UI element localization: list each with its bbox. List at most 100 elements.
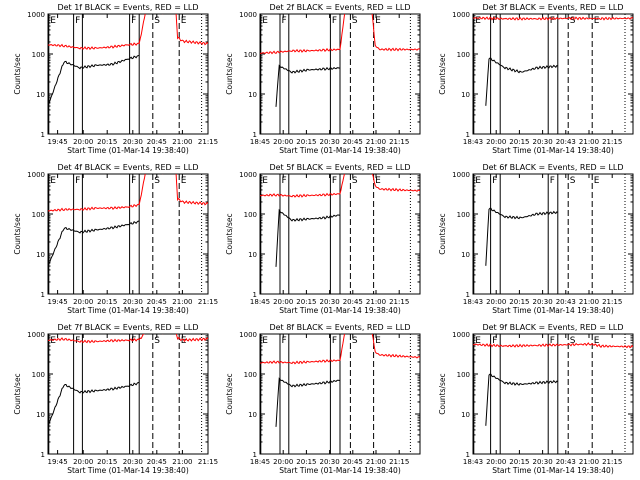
event-marker-label: F	[332, 176, 337, 186]
y-tick-label: 1000	[452, 11, 470, 19]
chart-panel-3: Det 3f BLACK = Events, RED = LLD 1 10 100 10…	[438, 3, 634, 155]
event-marker-label: E	[475, 176, 481, 186]
y-tick-label: 1	[253, 451, 257, 459]
x-tick-label: 20:30	[320, 458, 340, 466]
y-tick-label: 1	[253, 291, 257, 299]
chart-title: Det 7f BLACK = Events, RED = LLD	[57, 323, 198, 332]
event-marker-label: F	[332, 336, 337, 346]
event-marker-label: F	[550, 176, 555, 186]
series-line-events	[485, 373, 558, 426]
x-tick-label: 19:45	[48, 458, 68, 466]
event-marker-label: E	[375, 176, 381, 186]
chart-panel-8: Det 8f BLACK = Events, RED = LLD 1 10 100 10…	[225, 323, 421, 475]
y-axis-label: Counts/sec	[438, 373, 447, 414]
y-tick-label: 10	[461, 251, 470, 259]
series-line-events	[275, 377, 341, 427]
x-tick-label: 20:15	[97, 138, 117, 146]
y-tick-label: 1	[466, 291, 470, 299]
x-tick-label: 20:15	[509, 298, 529, 306]
x-tick-label: 21:00	[579, 298, 599, 306]
chart-title: Det 9f BLACK = Events, RED = LLD	[482, 323, 623, 332]
y-tick-label: 10	[461, 91, 470, 99]
series-group	[48, 174, 208, 267]
series-line-lld	[260, 14, 420, 55]
event-marker-label: E	[475, 16, 481, 26]
x-axis-label: Start Time (01-Mar-14 19:38:40)	[492, 306, 614, 315]
x-tick-label: 20:43	[556, 138, 576, 146]
x-tick-label: 19:45	[48, 298, 68, 306]
series-group	[260, 334, 420, 427]
event-marker-label: S	[154, 16, 160, 26]
event-marker-label: E	[181, 16, 187, 26]
y-tick-label: 1	[466, 451, 470, 459]
series-line-events	[485, 207, 558, 266]
series-line-events	[48, 54, 140, 107]
series-line-events	[48, 381, 140, 427]
series-line-events	[485, 57, 558, 106]
y-tick-label: 100	[32, 51, 45, 59]
event-marker-label: E	[50, 336, 56, 346]
x-tick-label: 20:45	[147, 298, 167, 306]
x-tick-label: 18:43	[463, 458, 483, 466]
event-marker-label: E	[375, 336, 381, 346]
y-tick-label: 1	[41, 451, 45, 459]
event-marker-label: E	[262, 176, 268, 186]
series-line-lld	[473, 16, 633, 21]
series-group	[48, 14, 208, 107]
series-line-events	[275, 64, 341, 107]
event-marker-label: E	[475, 336, 481, 346]
x-tick-label: 18:45	[250, 298, 270, 306]
chart-title: Det 2f BLACK = Events, RED = LLD	[269, 3, 410, 12]
x-tick-label: 21:15	[198, 458, 218, 466]
event-marker-label: F	[282, 176, 287, 186]
x-tick-label: 20:00	[486, 298, 506, 306]
y-tick-label: 1	[41, 131, 45, 139]
x-tick-label: 20:15	[97, 298, 117, 306]
series-group	[473, 16, 633, 106]
x-tick-label: 20:00	[73, 138, 93, 146]
event-marker-label: E	[181, 176, 187, 186]
y-axis-label: Counts/sec	[438, 213, 447, 254]
event-marker-label: F	[131, 16, 136, 26]
x-tick-label: 21:00	[366, 298, 386, 306]
x-tick-label: 20:00	[273, 298, 293, 306]
event-marker-label: E	[594, 176, 600, 186]
event-marker-label: S	[570, 336, 576, 346]
x-axis-label: Start Time (01-Mar-14 19:38:40)	[492, 146, 614, 155]
plot-frame	[47, 173, 209, 295]
series-line-lld	[260, 334, 420, 365]
x-tick-label: 20:15	[509, 458, 529, 466]
chart-panel-4: Det 4f BLACK = Events, RED = LLD 1 10 100 10…	[13, 163, 218, 315]
event-marker-label: F	[550, 16, 555, 26]
y-tick-label: 1000	[239, 11, 257, 19]
y-tick-label: 10	[248, 91, 257, 99]
series-line-lld	[473, 342, 633, 349]
x-tick-label: 21:15	[389, 458, 409, 466]
plot-frame	[472, 173, 634, 295]
event-marker-label: F	[332, 16, 337, 26]
x-tick-label: 20:45	[343, 458, 363, 466]
y-tick-label: 100	[32, 211, 45, 219]
y-axis-label: Counts/sec	[225, 373, 234, 414]
x-tick-label: 20:45	[343, 298, 363, 306]
x-tick-label: 21:00	[172, 458, 192, 466]
y-axis-label: Counts/sec	[225, 53, 234, 94]
event-marker-label: E	[262, 16, 268, 26]
y-tick-label: 1	[466, 131, 470, 139]
event-marker-label: E	[50, 16, 56, 26]
x-axis-label: Start Time (01-Mar-14 19:38:40)	[279, 146, 401, 155]
y-tick-label: 100	[244, 51, 257, 59]
x-tick-label: 21:15	[602, 298, 622, 306]
x-tick-label: 20:30	[533, 298, 553, 306]
x-tick-label: 20:43	[556, 298, 576, 306]
y-tick-label: 100	[457, 371, 470, 379]
y-tick-label: 1000	[27, 171, 45, 179]
event-marker-label: F	[131, 176, 136, 186]
plot-frame	[472, 13, 634, 135]
y-axis-label: Counts/sec	[225, 213, 234, 254]
plot-frame	[47, 13, 209, 135]
y-tick-label: 10	[36, 251, 45, 259]
event-marker-label: S	[154, 336, 160, 346]
x-axis-label: Start Time (01-Mar-14 19:38:40)	[279, 306, 401, 315]
